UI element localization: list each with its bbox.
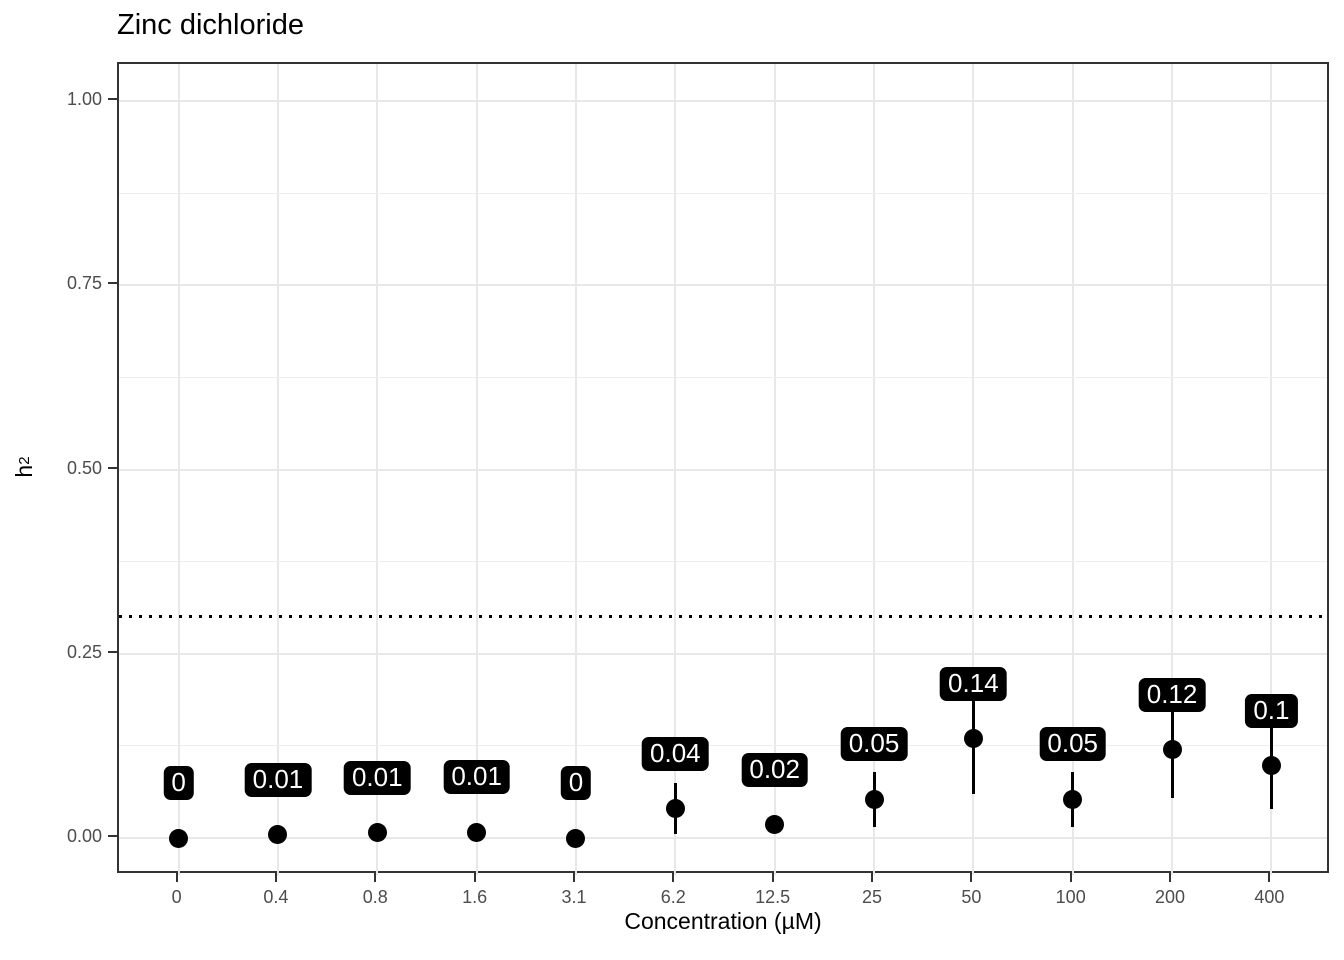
y-axis-tick-mark bbox=[108, 835, 117, 838]
x-axis-tick-label: 6.2 bbox=[660, 887, 686, 907]
value-label: 0.05 bbox=[1039, 727, 1107, 762]
value-label: 0 bbox=[560, 766, 592, 801]
x-axis-tick-mark bbox=[473, 873, 476, 882]
value-label: 0 bbox=[163, 766, 194, 801]
value-label: 0.01 bbox=[443, 760, 510, 795]
x-axis-tick-label: 1.6 bbox=[462, 887, 488, 907]
x-axis-tick-label: 25 bbox=[862, 887, 883, 907]
data-point bbox=[963, 729, 983, 749]
y-axis-tick-mark bbox=[108, 466, 117, 469]
x-axis-tick-label: 12.5 bbox=[755, 887, 791, 907]
x-axis-tick-label: 0.4 bbox=[263, 887, 289, 907]
value-label: 0.01 bbox=[244, 762, 312, 797]
x-axis-tick-mark bbox=[672, 873, 675, 882]
value-label: 0.04 bbox=[642, 736, 709, 771]
x-axis-tick-mark bbox=[1169, 873, 1172, 882]
gridline-horizontal-major bbox=[119, 468, 1327, 471]
gridline-horizontal-major bbox=[119, 284, 1327, 287]
x-axis-tick-mark bbox=[771, 873, 774, 882]
x-axis-tick-mark bbox=[970, 873, 973, 882]
gridline-horizontal-minor bbox=[119, 376, 1327, 378]
x-axis-tick-mark bbox=[374, 873, 377, 882]
y-axis-tick-label: 1.00 bbox=[66, 88, 102, 109]
x-axis-tick-label: 0.8 bbox=[362, 887, 388, 907]
x-axis-tick-label: 200 bbox=[1155, 887, 1186, 907]
gridline-horizontal-major bbox=[119, 652, 1327, 655]
x-axis-tick-mark bbox=[1268, 873, 1271, 882]
x-axis-tick-label: 0 bbox=[171, 887, 182, 907]
y-axis-tick-label: 0.50 bbox=[66, 457, 102, 478]
data-point bbox=[765, 815, 785, 835]
gridline-horizontal-minor bbox=[119, 561, 1327, 563]
x-axis-tick-label: 50 bbox=[961, 887, 982, 907]
x-axis-tick-mark bbox=[572, 873, 575, 882]
gridline-horizontal-minor bbox=[119, 745, 1327, 747]
gridline-horizontal-major bbox=[119, 837, 1327, 840]
value-label: 0.1 bbox=[1245, 694, 1298, 729]
x-axis-tick-mark bbox=[871, 873, 874, 882]
data-point bbox=[169, 828, 189, 848]
x-axis-tick-label: 400 bbox=[1254, 887, 1285, 907]
value-label: 0.02 bbox=[741, 753, 808, 787]
y-axis-tick-mark bbox=[108, 97, 117, 100]
value-label: 0.14 bbox=[940, 666, 1007, 701]
data-point bbox=[1162, 740, 1182, 760]
x-axis-tick-mark bbox=[175, 873, 178, 882]
data-point bbox=[268, 824, 288, 844]
gridline-horizontal-minor bbox=[119, 192, 1327, 194]
x-axis-title: Concentration (µM) bbox=[624, 908, 822, 934]
x-axis-tick-mark bbox=[274, 873, 277, 882]
y-axis-tick-label: 0.75 bbox=[66, 273, 102, 294]
x-axis-tick-label: 3.1 bbox=[561, 887, 587, 907]
y-axis-tick-mark bbox=[108, 650, 117, 653]
data-point bbox=[1261, 756, 1281, 776]
y-axis-tick-mark bbox=[108, 282, 117, 285]
x-axis-tick-mark bbox=[1069, 873, 1072, 882]
chart-title: Zinc dichloride bbox=[117, 9, 304, 41]
data-point bbox=[864, 789, 884, 809]
data-point bbox=[1063, 789, 1083, 809]
value-label: 0.12 bbox=[1138, 677, 1206, 712]
reference-line bbox=[119, 615, 1327, 619]
value-label: 0.01 bbox=[343, 761, 411, 796]
value-label: 0.05 bbox=[840, 727, 908, 762]
data-point bbox=[467, 822, 487, 842]
data-point bbox=[367, 823, 387, 843]
x-axis-tick-label: 100 bbox=[1055, 887, 1086, 907]
plot-panel: 0 0.01 0.01 0.01 0 0.04 0.02 0.05 0.14 0.05 0.12 0.… bbox=[117, 62, 1329, 875]
data-point bbox=[566, 828, 586, 848]
y-axis-tick-label: 0.00 bbox=[66, 826, 102, 847]
data-point bbox=[665, 799, 685, 819]
y-axis-tick-label: 0.25 bbox=[66, 641, 102, 662]
gridline-horizontal-major bbox=[119, 99, 1327, 102]
